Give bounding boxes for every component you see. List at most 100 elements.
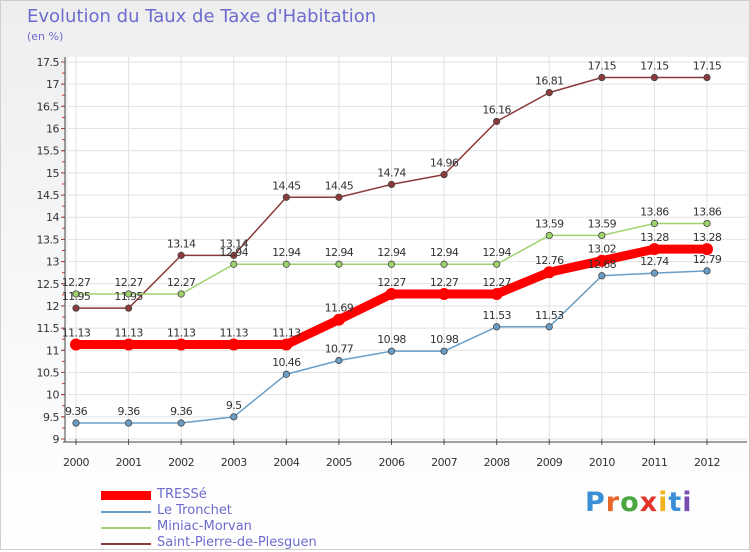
data-label: 11.13 [272, 327, 301, 340]
data-point [650, 269, 659, 277]
chart-subtitle: (en %) [27, 30, 64, 43]
data-point [335, 193, 343, 201]
data-label: 12.27 [430, 276, 459, 289]
data-point [650, 219, 659, 228]
data-label: 13.14 [167, 237, 196, 250]
data-label: 13.28 [640, 231, 669, 244]
x-tick-label: 2002 [168, 456, 194, 469]
data-point [490, 287, 503, 300]
x-tick-label: 2003 [221, 456, 247, 469]
data-label: 12.94 [377, 246, 406, 259]
data-label: 12.94 [482, 246, 511, 259]
data-label: 12.27 [167, 276, 196, 289]
data-label: 11.69 [325, 302, 354, 315]
data-label: 11.13 [114, 327, 143, 340]
data-label: 13.59 [535, 217, 564, 230]
x-tick-label: 2009 [536, 456, 562, 469]
data-point [493, 260, 501, 268]
proxiti-logo: Proxiti [585, 487, 693, 518]
data-point [177, 419, 185, 427]
data-point [332, 313, 345, 326]
data-point [598, 272, 606, 280]
data-label: 10.46 [272, 356, 301, 369]
data-point [175, 338, 188, 351]
y-tick-label: 15.5 [37, 145, 60, 158]
logo-letter: o [620, 487, 640, 518]
data-label: 11.13 [220, 327, 249, 340]
data-point [385, 287, 398, 300]
data-point [124, 304, 133, 312]
x-tick-label: 2008 [484, 456, 510, 469]
data-point [122, 338, 135, 351]
data-label: 9.5 [226, 399, 242, 412]
y-tick-label: 10.5 [37, 366, 60, 379]
data-label: 17.15 [640, 60, 669, 73]
data-label: 11.53 [535, 309, 564, 322]
data-label: 14.74 [377, 166, 406, 179]
data-label: 9.36 [65, 405, 88, 418]
logo-letter: t [668, 487, 683, 518]
data-label: 12.76 [535, 254, 564, 267]
y-tick-label: 9 [53, 433, 60, 446]
data-label: 13.59 [588, 217, 617, 230]
data-point [282, 193, 290, 201]
x-tick-label: 2000 [63, 456, 89, 469]
data-label: 11.95 [62, 290, 91, 303]
x-tick-label: 2011 [641, 456, 667, 469]
data-label: 10.77 [325, 342, 354, 355]
data-point [177, 290, 185, 298]
data-point [703, 219, 711, 228]
data-point [387, 347, 396, 355]
data-point [438, 287, 451, 300]
logo-letter: r [605, 487, 621, 518]
data-label: 12.27 [114, 276, 143, 289]
data-point [124, 419, 133, 427]
logo-letter: x [639, 487, 659, 518]
data-point [230, 251, 238, 259]
x-tick-label: 2006 [379, 456, 405, 469]
data-point [703, 267, 711, 275]
data-point [387, 260, 396, 268]
x-tick-label: 2007 [431, 456, 457, 469]
data-point [230, 413, 238, 421]
data-point [701, 243, 713, 256]
data-label: 16.81 [535, 75, 564, 88]
legend-label: Le Tronchet [157, 503, 232, 518]
logo-letter: P [585, 487, 606, 518]
data-label: 11.13 [62, 327, 91, 340]
y-tick-label: 13 [46, 256, 59, 269]
data-point [648, 243, 661, 256]
data-point [335, 260, 343, 268]
y-tick-label: 12.5 [37, 278, 60, 291]
data-label: 13.02 [588, 243, 617, 256]
y-tick-label: 12 [46, 300, 59, 313]
data-point [440, 171, 448, 179]
data-label: 12.74 [640, 255, 669, 268]
data-point [70, 338, 82, 351]
data-label: 12.27 [482, 276, 511, 289]
data-point [650, 73, 659, 82]
data-label: 12.27 [377, 276, 406, 289]
data-label: 11.53 [482, 309, 511, 322]
data-label: 9.36 [170, 405, 193, 418]
data-label: 12.94 [430, 246, 459, 259]
data-point [282, 370, 290, 378]
data-label: 12.94 [325, 246, 354, 259]
data-point [545, 89, 553, 97]
data-point [124, 290, 133, 298]
data-label: 17.15 [588, 60, 617, 73]
data-point [280, 338, 293, 351]
data-label: 13.86 [693, 205, 722, 218]
data-point [703, 73, 711, 82]
y-tick-label: 13.5 [37, 233, 60, 246]
y-tick-label: 15 [46, 167, 59, 180]
y-tick-label: 11.5 [37, 322, 60, 335]
data-label: 12.94 [272, 246, 301, 259]
data-point [598, 231, 606, 240]
data-label: 13.14 [220, 237, 249, 250]
x-tick-label: 2005 [326, 456, 352, 469]
data-point [230, 260, 238, 268]
legend-swatch [101, 543, 151, 545]
y-tick-label: 17 [46, 78, 59, 91]
data-label: 13.86 [640, 205, 669, 218]
